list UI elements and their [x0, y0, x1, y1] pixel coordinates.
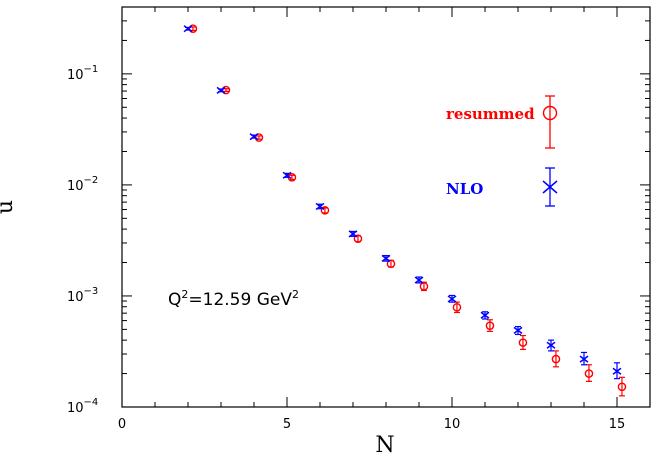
- y-tick-label: 10−2: [67, 175, 98, 194]
- legend-item-nlo: NLO: [446, 167, 558, 207]
- data-point-resummed: [617, 376, 627, 397]
- y-tick-label: 10−3: [67, 286, 98, 305]
- plot-frame: [121, 6, 651, 408]
- data-point-resummed: [518, 334, 528, 351]
- tick-marks: [121, 6, 651, 408]
- legend: resummed NLO: [446, 95, 558, 207]
- y-tick-label: 10−4: [67, 397, 98, 416]
- legend-marker-circle: [542, 105, 558, 121]
- data-point-nlo: [546, 339, 556, 352]
- legend-item-resummed: resummed: [446, 95, 558, 149]
- data-point-nlo: [348, 230, 358, 238]
- tick-labels: 0 5 10 15 10−1 10−2 10−3 10−4: [67, 64, 625, 432]
- data-point-nlo: [249, 133, 259, 141]
- legend-label: resummed: [446, 105, 535, 123]
- data-point-nlo: [480, 311, 490, 320]
- data-point-nlo: [282, 171, 292, 179]
- data-point-nlo: [315, 202, 325, 211]
- data-point-resummed: [452, 301, 462, 314]
- x-tick-label: 5: [283, 417, 291, 432]
- data-point-nlo: [183, 25, 193, 33]
- annotation-sup-2: 2: [292, 288, 299, 301]
- q2-annotation: Q2=12.59 GeV2: [168, 288, 299, 310]
- x-tick-label: 15: [609, 417, 626, 432]
- x-tick-label: 10: [444, 417, 461, 432]
- data-point-resummed: [551, 350, 561, 368]
- annotation-prefix: Q: [168, 290, 181, 310]
- data-point-nlo: [513, 325, 523, 336]
- data-point-resummed: [584, 364, 594, 383]
- x-tick-label: 0: [118, 417, 126, 432]
- x-axis-label: N: [375, 433, 394, 458]
- data-point-nlo: [579, 351, 589, 366]
- annotation-middle: =12.59 GeV: [188, 290, 292, 310]
- data-point-nlo: [447, 294, 457, 303]
- data-point-nlo: [612, 362, 622, 380]
- data-point-resummed: [419, 281, 429, 292]
- data-point-nlo: [216, 86, 226, 94]
- y-tick-label: 10−1: [67, 64, 98, 83]
- data-point-nlo: [414, 276, 424, 284]
- legend-label: NLO: [446, 180, 483, 198]
- annotation-sup-1: 2: [181, 288, 188, 301]
- y-axis-label: u: [0, 200, 18, 214]
- data-point-nlo: [381, 254, 391, 262]
- data-points: [183, 24, 627, 397]
- data-point-resummed: [485, 319, 495, 332]
